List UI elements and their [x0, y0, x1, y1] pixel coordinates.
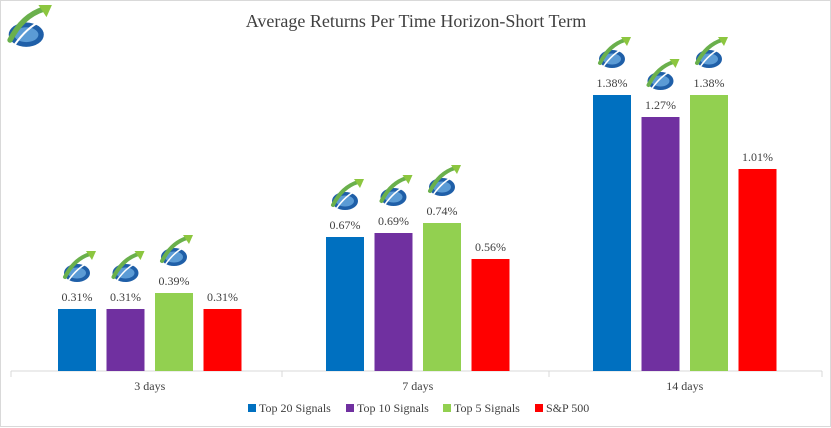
- bar-top-20-signals-14-days: [593, 95, 631, 371]
- bar-logo-icon: [62, 249, 98, 284]
- data-label: 0.31%: [62, 290, 93, 304]
- x-tick-label: 7 days: [402, 379, 433, 393]
- bar-logo-icon: [378, 173, 415, 208]
- bar-top-20-signals-7-days: [326, 237, 364, 371]
- data-label: 0.74%: [427, 204, 458, 218]
- bar-top-20-signals-3-days: [58, 309, 96, 371]
- bar-logo-icon: [694, 35, 730, 70]
- bar-logo-icon: [330, 177, 366, 212]
- x-tick-label: 14 days: [666, 379, 703, 393]
- bar-s-p-500-3-days: [203, 309, 242, 371]
- data-label: 0.31%: [207, 290, 238, 304]
- data-label: 1.38%: [694, 76, 725, 90]
- bar-logo-icon: [427, 163, 463, 198]
- bar-logo-icon: [597, 35, 633, 70]
- data-label: 1.38%: [597, 76, 628, 90]
- x-tick-label: 3 days: [134, 379, 165, 393]
- chart-title: Average Returns Per Time Horizon-Short T…: [246, 11, 587, 31]
- legend-label: Top 5 Signals: [454, 401, 520, 415]
- bar-logo-icon: [645, 57, 682, 92]
- data-label: 0.39%: [159, 274, 190, 288]
- bar-top-10-signals-7-days: [374, 233, 413, 371]
- bar-logo-icon: [110, 249, 147, 284]
- bars-layer: [58, 95, 777, 371]
- data-label: 1.01%: [742, 150, 773, 164]
- data-label: 0.31%: [110, 290, 141, 304]
- legend-label: S&P 500: [546, 401, 589, 415]
- bar-top-5-signals-3-days: [155, 293, 193, 371]
- data-label: 1.27%: [645, 98, 676, 112]
- legend-swatch: [248, 404, 256, 412]
- legend-swatch: [346, 404, 354, 412]
- bar-top-5-signals-14-days: [690, 95, 728, 371]
- data-label: 0.67%: [330, 218, 361, 232]
- bar-top-10-signals-3-days: [106, 309, 145, 371]
- bar-top-10-signals-14-days: [641, 117, 680, 371]
- legend-swatch: [443, 404, 451, 412]
- legend: Top 20 Signals Top 10 Signals Top 5 Signal…: [248, 401, 589, 415]
- data-label: 0.56%: [475, 240, 506, 254]
- bar-s-p-500-14-days: [738, 169, 777, 371]
- bar-s-p-500-7-days: [471, 259, 510, 371]
- data-label: 0.69%: [378, 214, 409, 228]
- bar-top-5-signals-7-days: [423, 223, 461, 371]
- bar-logo-icon: [159, 233, 195, 268]
- legend-label: Top 10 Signals: [357, 401, 429, 415]
- corner-logo-icon: [9, 5, 52, 47]
- legend-swatch: [535, 404, 543, 412]
- value-labels-layer: 0.31% 0.31% 0.39% 0.31% 0.67% 0.69% 0.74% 0.56%…: [62, 76, 774, 304]
- legend-label: Top 20 Signals: [259, 401, 331, 415]
- x-tick-labels-layer: 3 days 7 days 14 days: [10, 371, 823, 393]
